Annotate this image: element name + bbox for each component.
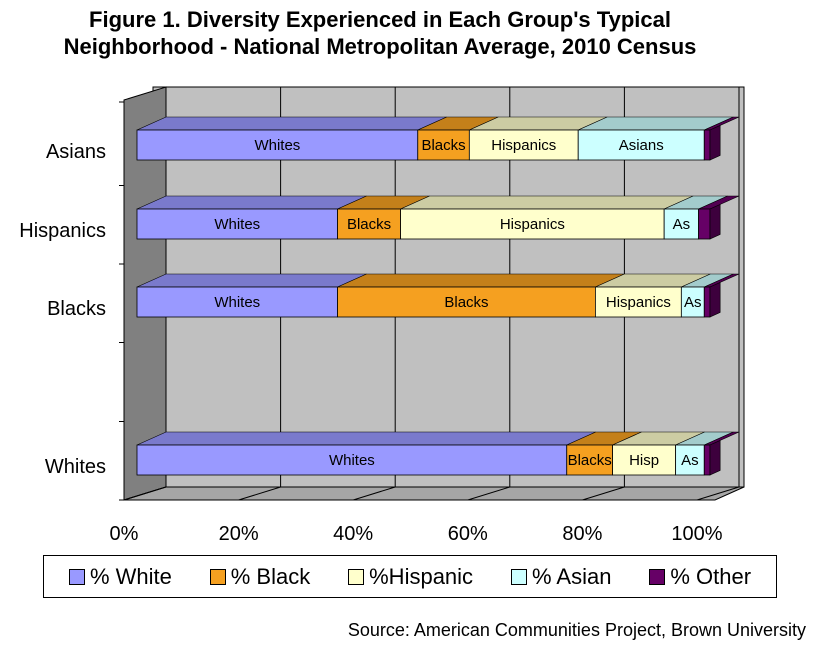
legend-item: % Asian [510,563,612,590]
bar [703,444,711,476]
x-tick-label: 20% [219,523,259,545]
bar [136,286,338,318]
x-tick-label: 60% [448,523,488,545]
floor-gridline [582,486,625,501]
chart-title-line-1: Figure 1. Diversity Experienced in Each … [89,7,671,32]
category-label: Whites [45,456,106,478]
legend-swatch [209,568,226,585]
bar-top [136,195,367,210]
bar [612,444,677,476]
bar [468,129,579,161]
legend-label: % Asian [531,563,612,589]
legend-label: % White [89,563,172,589]
bar [698,208,711,240]
legend-swatch [510,568,527,585]
bar-stack: Whites Blacks Hisp As [136,431,740,476]
floor-gridline [238,486,281,501]
bar [577,129,705,161]
bar [675,444,705,476]
bar-top [337,273,625,288]
legend-swatch [649,568,666,585]
data-label: Hispanics [491,137,556,154]
bar-top [136,116,447,131]
chart-plot: 0% 20% 40% 60% 80% 100%AsiansHispanicsBlacksW… [19,86,745,545]
bar-side [709,281,721,318]
x-tick-label: 80% [562,523,602,545]
data-label: Hispanics [500,216,565,233]
bar [136,208,338,240]
bar [595,286,682,318]
bar-top [136,431,596,446]
data-label: Hispanics [606,294,671,311]
bar-top [136,273,367,288]
chart-title: Figure 1. Diversity Experienced in Each … [0,6,760,60]
floor [123,486,745,501]
bar [703,129,711,161]
floor-gridline [353,486,396,501]
legend-item: % White [68,563,172,590]
bar-stack: Whites Blacks Hispanics Asians [136,116,740,161]
bar-side [709,124,721,161]
legend-label: % Black [230,563,311,589]
category-label: Asians [46,141,106,163]
legend-swatch [348,568,365,585]
category-label: Blacks [47,298,106,320]
bar-side [709,439,721,476]
data-label: Blacks [444,294,488,311]
data-label: Whites [254,137,300,154]
legend-item: %Hispanic [348,564,473,590]
bar [136,444,568,476]
legend-label: % Other [670,563,752,589]
floor-gridline [696,486,740,501]
bar [136,129,419,161]
data-label: As [681,452,699,469]
chart-legend: % White % Black %Hispanic % Asian % Other [43,555,777,598]
bar [566,444,613,476]
legend-item: % Other [649,564,751,590]
data-label: As [673,216,691,233]
legend-item: % Black [209,563,311,590]
data-label: As [684,294,702,311]
data-label: Whites [214,216,260,233]
bar-top [400,195,694,210]
legend-label: %Hispanic [369,563,474,589]
data-label: Whites [329,452,375,469]
floor-gridline [467,486,510,501]
data-label: Asians [619,137,664,154]
bar [703,286,711,318]
source-note: Source: American Communities Project, Br… [347,620,806,640]
bar-stack: Whites Blacks Hispanics As [136,195,740,240]
data-label: Blacks [421,137,465,154]
chart-title-line-2: Neighborhood - National Metropolitan Ave… [63,34,697,59]
data-label: Whites [214,294,260,311]
bar [663,208,699,240]
legend-swatch [68,568,85,585]
bar-stack: Whites Blacks Hispanics As [136,273,740,318]
bar [337,286,596,318]
x-tick-label: 40% [333,523,373,545]
category-label: Hispanics [19,220,106,242]
x-tick-label: 100% [671,523,722,545]
data-label: Blacks [568,452,612,469]
x-tick-label: 0% [110,523,139,545]
data-label: Blacks [347,216,391,233]
floor-gridline [123,486,167,501]
bar-side [709,203,721,240]
data-label: Hisp [629,452,659,469]
